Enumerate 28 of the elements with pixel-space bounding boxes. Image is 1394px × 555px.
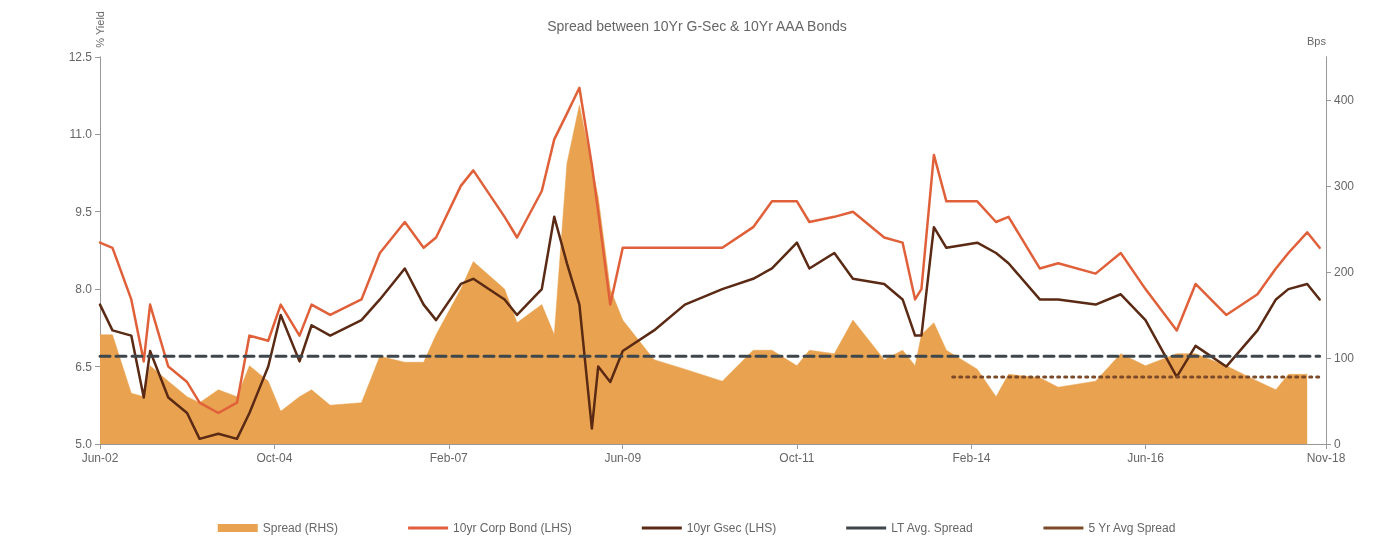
y-tick-label: 8.0 <box>75 282 93 297</box>
x-tick-label: Jun-02 <box>81 451 119 465</box>
x-tick-label: Feb-07 <box>429 451 469 465</box>
legend-label: 5 Yr Avg Spread <box>1088 521 1176 535</box>
y2-tick-label: 300 <box>1334 178 1355 193</box>
legend-label: 10yr Gsec (LHS) <box>686 521 777 535</box>
x-tick-label: Nov-18 <box>1306 451 1346 465</box>
y2-tick-label: 200 <box>1334 264 1355 279</box>
x-tick-label: Oct-04 <box>256 451 293 465</box>
x-tick-label: Oct-11 <box>779 451 815 465</box>
y-tick-label: 12.5 <box>68 49 93 64</box>
y-tick-label: 5.0 <box>75 437 93 451</box>
x-tick-label: Jun-16 <box>1127 451 1165 465</box>
y-tick-label: 9.5 <box>75 204 93 219</box>
x-tick-label: Feb-14 <box>952 451 991 465</box>
y2-tick-label: 0 <box>1334 437 1341 451</box>
y-axis-title: % Yield <box>94 11 106 48</box>
y2-tick-label: 100 <box>1334 350 1355 365</box>
y-tick-label: 6.5 <box>75 359 93 374</box>
x-tick-label: Jun-09 <box>604 451 642 465</box>
legend-label: Spread (RHS) <box>262 521 339 535</box>
legend-label: LT Avg. Spread <box>891 521 973 535</box>
chart-title: Spread between 10Yr G-Sec & 10Yr AAA Bonds <box>547 18 847 34</box>
y2-tick-label: 400 <box>1334 92 1355 107</box>
y-tick-label: 11.0 <box>69 127 93 142</box>
legend-label: 10yr Corp Bond (LHS) <box>453 521 572 535</box>
line-series <box>98 215 1321 441</box>
y2-axis-title: Bps <box>1307 35 1327 48</box>
